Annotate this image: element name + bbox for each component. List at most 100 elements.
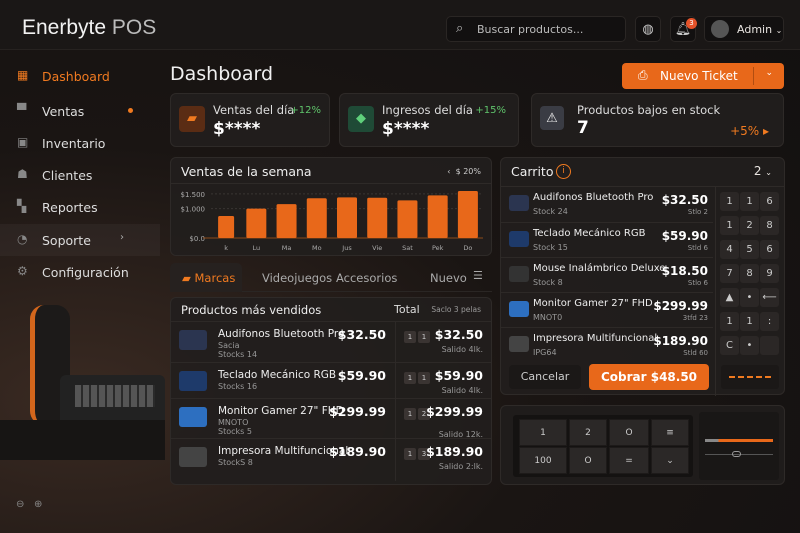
keypad-key[interactable]: 6 [760, 192, 779, 211]
keypad-key[interactable]: 1 [720, 192, 739, 211]
sidebar-item-reportes[interactable]: ▚ Reportes [0, 191, 160, 223]
cart-item[interactable]: Impresora Multifuncional IPG64 $189.90 S… [501, 327, 713, 362]
keypad-key[interactable]: : [760, 312, 779, 331]
search-input[interactable]: ⌕ Buscar productos... [446, 16, 626, 42]
keypad-key[interactable]: 9 [760, 264, 779, 283]
product-price: $59.90 [337, 368, 386, 383]
register-display [699, 412, 779, 480]
info-icon[interactable]: i [556, 164, 571, 179]
cart-item[interactable]: Mouse Inalámbrico Deluxe Stock 8 $18.50 … [501, 257, 713, 292]
sidebar-item-soporte[interactable]: ◔ Soporte › [0, 224, 160, 256]
cart-item[interactable]: Monitor Gamer 27" FHD MNOT0 $299.99 3tfd… [501, 292, 713, 327]
keypad-key[interactable]: • [740, 288, 759, 307]
tab-nuevo[interactable]: Nuevo [430, 263, 467, 292]
register-key[interactable]: 100 [519, 447, 567, 474]
bar [457, 190, 478, 238]
keypad-key[interactable]: 7 [720, 264, 739, 283]
keypad-key[interactable]: 1 [740, 192, 759, 211]
divider [171, 183, 491, 184]
stat-change: +15% [475, 105, 506, 116]
keypad-key[interactable]: ⟵ [760, 288, 779, 307]
product-name: Impresora Multifuncional [218, 445, 349, 457]
qty-box[interactable]: 1 [404, 372, 416, 384]
register-key[interactable]: O [609, 419, 649, 446]
product-name: Teclado Mecánico RGB [218, 369, 337, 381]
tab-videojuegos[interactable]: Videojuegos [262, 263, 332, 292]
table-row[interactable]: Audifonos Bluetooth Pro Sacia Stocks 14 … [171, 321, 491, 362]
keypad-key[interactable]: • [740, 336, 759, 355]
keypad-key[interactable]: ▲ [720, 288, 739, 307]
forward-icon[interactable]: ⊕ [33, 499, 43, 510]
cart-count[interactable]: 2 ⌄ [754, 164, 772, 178]
keypad-key[interactable]: 4 [720, 240, 739, 259]
sidebar-item-label: Configuración [42, 265, 129, 280]
qty-box[interactable]: 1 [418, 372, 430, 384]
charge-button[interactable]: Cobrar $48.50 [589, 364, 709, 390]
row-total: $59.90 [434, 368, 483, 383]
stat-label: Productos bajos en stock [577, 103, 721, 117]
register-key[interactable]: 1 [519, 419, 567, 446]
keypad-key[interactable]: 2 [740, 216, 759, 235]
qty-box[interactable]: 3 [418, 448, 430, 460]
x-tick-label: Jus [341, 244, 352, 252]
product-thumbnail [509, 266, 529, 282]
weekly-sales-chart: Ventas de la semana ‹ $ 20% $0.0 $1.000 $1… [170, 157, 492, 256]
sidebar-item-inventario[interactable]: ▣ Inventario [0, 127, 160, 159]
sidebar-item-ventas[interactable]: ▀ Ventas [0, 95, 160, 127]
register-key[interactable]: ⌄ [651, 447, 689, 474]
keypad-key[interactable]: 8 [740, 264, 759, 283]
back-icon[interactable]: ⊖ [16, 499, 25, 510]
display-strip [721, 365, 779, 389]
sidebar-item-dashboard[interactable]: ▦ Dashboard [0, 60, 160, 92]
chevron-left-icon[interactable]: ‹ [447, 167, 451, 176]
bar [246, 208, 267, 238]
slider-handle[interactable] [732, 451, 741, 457]
product-name: Audifonos Bluetooth Pro [533, 192, 654, 203]
divider [753, 67, 754, 85]
product-thumbnail [509, 195, 529, 211]
sidebar-item-clientes[interactable]: ☗ Clientes [0, 159, 160, 191]
qty-box[interactable]: 1 [404, 331, 416, 343]
cart-item[interactable]: Audifonos Bluetooth Pro Stock 24 $32.50 … [501, 187, 713, 222]
sidebar-item-configuración[interactable]: ⚙ Configuración [0, 256, 160, 288]
stat-change-value: +5% [730, 124, 760, 138]
keypad-key[interactable]: 1 [740, 312, 759, 331]
chart-badge: ‹ $ 20% [447, 167, 481, 176]
table-row[interactable]: Teclado Mecánico RGB Stocks 16 $59.90 1 … [171, 362, 491, 398]
keypad-key[interactable]: 8 [760, 216, 779, 235]
register-key[interactable]: = [609, 447, 649, 474]
new-ticket-button[interactable]: ⎙ Nuevo Ticket ⌄ [622, 63, 784, 89]
tab-accesorios[interactable]: Accesorios [336, 263, 397, 292]
register-key[interactable]: ≡ [651, 419, 689, 446]
cancel-button[interactable]: Cancelar [509, 365, 581, 389]
product-name: Impresora Multifuncional [533, 333, 658, 344]
menu-icon[interactable]: ☰ [473, 269, 483, 282]
user-menu[interactable]: Admin ⌄ [704, 16, 784, 42]
keypad-key[interactable] [760, 336, 779, 355]
keypad-key[interactable]: C [720, 336, 739, 355]
keypad-key[interactable]: 6 [760, 240, 779, 259]
qty-box[interactable]: 1 [404, 448, 416, 460]
qty-box[interactable]: 1 [404, 408, 416, 420]
row-total: $32.50 [434, 327, 483, 342]
qty-box[interactable]: 2 [418, 408, 430, 420]
logo[interactable]: Enerbyte POS [22, 16, 156, 40]
row-note: Salido 4lk. [441, 386, 483, 395]
register-key[interactable]: O [569, 447, 607, 474]
keypad-key[interactable]: 5 [740, 240, 759, 259]
x-tick-label: Mo [312, 244, 322, 252]
product-price: $299.99 [329, 404, 386, 419]
qty-box[interactable]: 1 [418, 331, 430, 343]
x-tick-label: Ma [282, 244, 292, 252]
keypad-key[interactable]: 1 [720, 216, 739, 235]
register-key[interactable]: 2 [569, 419, 607, 446]
chevron-down-icon[interactable]: ⌄ [765, 68, 773, 78]
cart-item[interactable]: Teclado Mecánico RGB Stock 15 $59.90 Stl… [501, 222, 713, 257]
table-row[interactable]: Impresora Multifuncional StockS 8 $189.9… [171, 438, 491, 484]
globe-icon[interactable]: ◍ [635, 16, 661, 42]
cart-title: Carrito [511, 164, 554, 179]
inventory-icon: ▣ [17, 135, 29, 149]
keypad-key[interactable]: 1 [720, 312, 739, 331]
tab-marcas[interactable]: ▰ Marcas [170, 263, 242, 292]
table-row[interactable]: Monitor Gamer 27" FHD MNOTO Stocks 5 $29… [171, 398, 491, 439]
